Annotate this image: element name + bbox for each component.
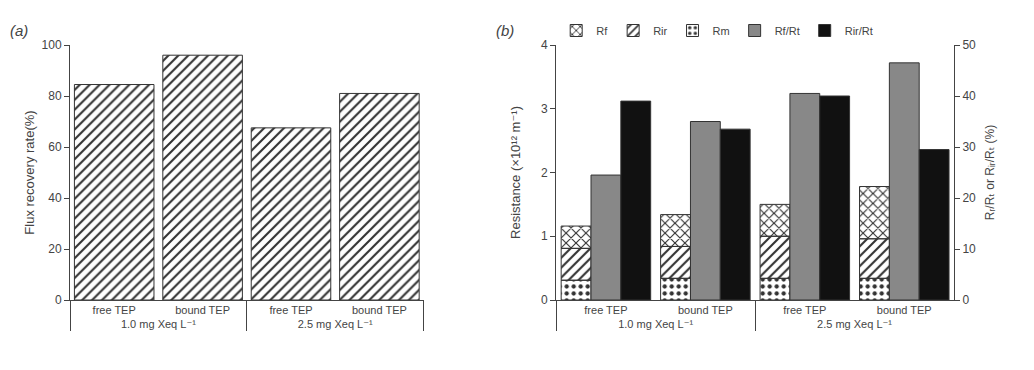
svg-text:1.0 mg Xeq L⁻¹: 1.0 mg Xeq L⁻¹ — [121, 318, 196, 330]
svg-text:2: 2 — [541, 166, 548, 180]
svg-text:1.0 mg Xeq L⁻¹: 1.0 mg Xeq L⁻¹ — [618, 318, 693, 330]
svg-text:20: 20 — [48, 242, 62, 256]
svg-text:free TEP: free TEP — [783, 304, 826, 316]
svg-text:(b): (b) — [496, 22, 514, 39]
svg-text:10: 10 — [962, 242, 976, 256]
svg-text:Resistance (×10¹² m⁻¹): Resistance (×10¹² m⁻¹) — [508, 106, 523, 239]
svg-text:4: 4 — [541, 38, 548, 52]
svg-text:30: 30 — [962, 140, 976, 154]
svg-text:0: 0 — [962, 293, 969, 307]
svg-text:Rf: Rf — [596, 25, 608, 37]
svg-text:Flux recovery rate(%): Flux recovery rate(%) — [22, 110, 37, 234]
svg-text:2.5 mg Xeq L⁻¹: 2.5 mg Xeq L⁻¹ — [817, 318, 892, 330]
svg-text:Rm: Rm — [713, 25, 730, 37]
svg-text:20: 20 — [962, 191, 976, 205]
svg-text:bound TEP: bound TEP — [877, 304, 932, 316]
svg-text:Rᵣ/Rₜ or Rᵢᵣ/Rₜ (%): Rᵣ/Rₜ or Rᵢᵣ/Rₜ (%) — [983, 125, 997, 220]
svg-text:0: 0 — [541, 293, 548, 307]
svg-text:free TEP: free TEP — [269, 304, 312, 316]
svg-text:Rf/Rt: Rf/Rt — [775, 25, 800, 37]
svg-text:bound TEP: bound TEP — [175, 304, 230, 316]
svg-text:bound TEP: bound TEP — [352, 304, 407, 316]
svg-text:(a): (a) — [10, 22, 28, 39]
svg-text:free TEP: free TEP — [584, 304, 627, 316]
svg-text:bound TEP: bound TEP — [678, 304, 733, 316]
svg-text:0: 0 — [55, 293, 62, 307]
svg-text:free TEP: free TEP — [93, 304, 136, 316]
svg-text:100: 100 — [42, 38, 62, 52]
svg-text:40: 40 — [48, 191, 62, 205]
svg-text:Rir/Rt: Rir/Rt — [845, 25, 873, 37]
svg-text:1: 1 — [541, 229, 548, 243]
svg-text:3: 3 — [541, 102, 548, 116]
svg-text:Rir: Rir — [653, 25, 667, 37]
svg-text:50: 50 — [962, 38, 976, 52]
svg-text:40: 40 — [962, 89, 976, 103]
svg-text:2.5 mg Xeq L⁻¹: 2.5 mg Xeq L⁻¹ — [298, 318, 373, 330]
svg-text:60: 60 — [48, 140, 62, 154]
svg-text:80: 80 — [48, 89, 62, 103]
